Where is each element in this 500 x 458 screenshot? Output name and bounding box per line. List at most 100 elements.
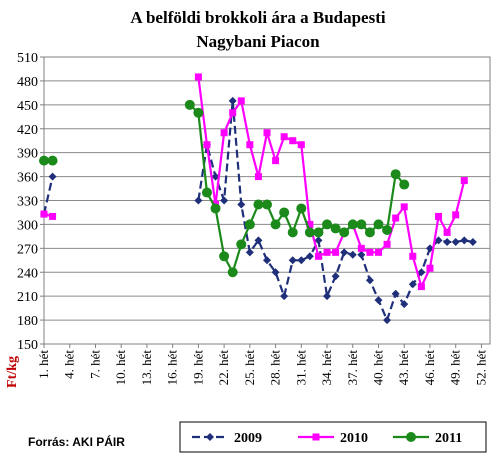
legend-marker-2009	[206, 433, 214, 441]
data-point-2011	[262, 199, 272, 210]
series-2009	[40, 96, 477, 325]
data-point-2009	[434, 236, 443, 245]
data-point-2009	[460, 236, 469, 245]
data-point-2011	[287, 227, 298, 238]
data-point-2009	[280, 292, 289, 301]
data-point-2010	[263, 129, 271, 137]
data-point-2009	[237, 200, 246, 209]
data-point-2010	[375, 248, 382, 256]
x-tick-label: 43. hét	[396, 350, 411, 386]
data-point-2010	[203, 141, 211, 149]
legend-items: 2009 2010 2011	[192, 431, 462, 446]
x-tick-label: 13. hét	[139, 350, 154, 386]
y-tick-label: 300	[17, 218, 38, 233]
x-tick-label: 28. hét	[268, 350, 283, 386]
data-point-2009	[443, 237, 452, 246]
x-tick-label: 16. hét	[165, 350, 180, 386]
data-point-2010	[314, 252, 322, 260]
data-point-2011	[322, 219, 333, 230]
data-point-2011	[184, 99, 195, 110]
data-point-2011	[219, 251, 230, 262]
x-tick-label: 37. hét	[345, 350, 360, 386]
data-point-2009	[468, 237, 477, 246]
data-point-2011	[356, 219, 367, 230]
data-point-2011	[382, 224, 393, 235]
x-tick-label: 40. hét	[371, 350, 386, 386]
y-tick-label: 150	[17, 338, 38, 353]
data-point-2011	[47, 155, 58, 166]
chart-title-line1: A belföldi brokkoli ára a Budapesti	[130, 8, 385, 27]
data-point-2010	[443, 228, 451, 236]
series-line-2009	[42, 176, 54, 215]
data-point-2011	[39, 155, 49, 166]
data-point-2011	[390, 169, 401, 180]
data-point-2009	[391, 289, 400, 298]
data-point-2010	[272, 157, 280, 165]
data-point-2011	[227, 267, 238, 278]
x-tick-label: 31. hét	[293, 350, 308, 386]
data-point-2010	[392, 214, 400, 222]
data-point-2009	[254, 236, 263, 245]
series-group	[39, 73, 477, 325]
legend: 2009 2010 2011	[179, 421, 487, 453]
data-point-2011	[270, 219, 281, 230]
legend-label-2010: 2010	[340, 431, 368, 446]
data-point-2010	[426, 264, 434, 272]
data-point-2010	[383, 240, 391, 248]
data-point-2009	[365, 276, 374, 285]
y-tick-label: 480	[17, 75, 38, 90]
data-point-2009	[288, 256, 297, 265]
data-point-2009	[400, 300, 409, 309]
data-point-2009	[331, 272, 340, 281]
data-point-2011	[304, 227, 315, 238]
x-tick-label: 19. hét	[190, 350, 205, 386]
data-point-2009	[323, 292, 332, 301]
data-point-2009	[228, 96, 237, 105]
data-point-2010	[400, 203, 408, 211]
data-point-2009	[314, 236, 323, 245]
data-point-2009	[220, 196, 229, 205]
data-point-2009	[194, 196, 203, 205]
data-point-2011	[313, 227, 324, 238]
y-axis-label: Ft/kg	[5, 356, 20, 388]
data-point-2011	[193, 107, 204, 118]
data-point-2010	[49, 212, 57, 220]
data-point-2010	[246, 141, 254, 149]
data-point-2010	[297, 141, 305, 149]
y-tick-label: 240	[17, 266, 38, 281]
data-point-2009	[383, 316, 392, 325]
data-point-2009	[417, 268, 426, 277]
x-tick-label: 22. hét	[216, 350, 231, 386]
legend-marker-2011	[406, 432, 416, 442]
x-tick-label: 4. hét	[62, 350, 77, 379]
data-point-2010	[229, 109, 237, 117]
data-point-2010	[357, 244, 365, 252]
y-tick-label: 210	[17, 290, 38, 305]
data-point-2010	[254, 173, 262, 181]
x-tick-label: 25. hét	[242, 350, 257, 386]
x-tick-label: 46. hét	[422, 350, 437, 386]
data-point-2010	[220, 129, 228, 137]
data-point-2011	[236, 239, 247, 250]
data-point-2011	[279, 207, 290, 218]
source-note: Forrás: AKI PÁIR	[28, 434, 125, 449]
data-point-2011	[244, 219, 255, 230]
x-tick-label: 34. hét	[319, 350, 334, 386]
y-tick-label: 330	[17, 195, 38, 210]
x-axis-ticks: 1. hét 4. hét 7. hét 10. hét 13. hét 16. hét 1…	[36, 344, 488, 385]
data-point-2011	[339, 227, 350, 238]
data-point-2010	[452, 211, 460, 219]
y-tick-label: 180	[17, 314, 38, 329]
data-point-2010	[237, 97, 245, 105]
data-point-2009	[297, 256, 306, 265]
data-point-2009	[263, 256, 271, 265]
series-2011	[39, 99, 410, 278]
data-point-2010	[417, 283, 425, 291]
data-point-2011	[399, 179, 410, 190]
data-point-2009	[48, 172, 57, 181]
y-tick-label: 270	[17, 242, 38, 257]
data-point-2009	[451, 237, 460, 246]
data-point-2010	[194, 73, 202, 81]
data-point-2010	[306, 220, 314, 228]
